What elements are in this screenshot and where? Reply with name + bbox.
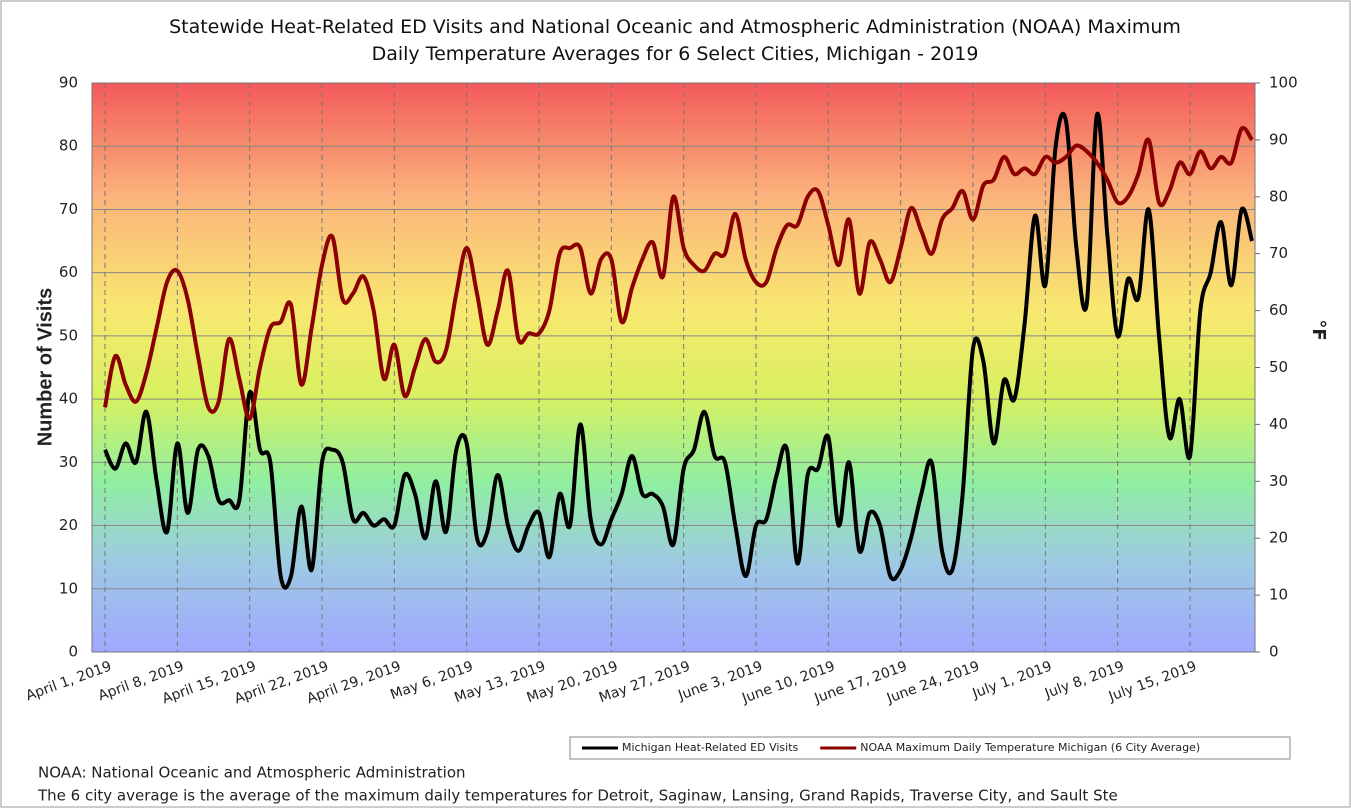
y-tick-label: 60: [59, 263, 78, 281]
x-tick-label: July 1, 2019: [970, 658, 1054, 702]
y2-axis-label: °F: [1308, 319, 1329, 340]
y2-tick-label: 10: [1269, 586, 1288, 604]
y-axis-label: Number of Visits: [34, 288, 56, 447]
data-line: [103, 125, 1254, 421]
note: The 6 city average is the average of the…: [37, 787, 1118, 805]
y2-tick-label: 60: [1269, 301, 1288, 319]
y2-tick-label: 70: [1269, 244, 1288, 262]
legend-label: Michigan Heat-Related ED Visits: [622, 741, 799, 754]
data-line: [103, 111, 1254, 590]
y-tick-label: 40: [59, 390, 78, 408]
y2-tick-label: 20: [1269, 529, 1288, 547]
y-tick-label: 80: [59, 137, 78, 155]
y2-tick-label: 50: [1269, 358, 1288, 376]
legend-box: [569, 736, 1291, 760]
plot-background: [92, 83, 1255, 652]
y-tick-label: 30: [59, 453, 78, 471]
chart-title: Statewide Heat-Related ED Visits and Nat…: [169, 16, 1181, 65]
y2-tick-label: 90: [1269, 130, 1288, 148]
y2-tick-label: 40: [1269, 415, 1288, 433]
note: NOAA: National Oceanic and Atmospheric A…: [38, 764, 466, 782]
y2-tick-label: 0: [1269, 643, 1279, 661]
plot-border: [91, 82, 1256, 653]
y2-tick-label: 30: [1269, 472, 1288, 490]
y-tick-label: 90: [59, 74, 78, 92]
legend-label: NOAA Maximum Daily Temperature Michigan …: [860, 741, 1200, 754]
y-tick-label: 10: [59, 579, 78, 597]
y-tick-label: 0: [68, 643, 78, 661]
y-tick-label: 70: [59, 200, 78, 218]
y2-tick-label: 80: [1269, 187, 1288, 205]
y2-tick-label: 100: [1269, 74, 1298, 92]
y-tick-label: 50: [59, 326, 78, 344]
y-tick-label: 20: [59, 516, 78, 534]
